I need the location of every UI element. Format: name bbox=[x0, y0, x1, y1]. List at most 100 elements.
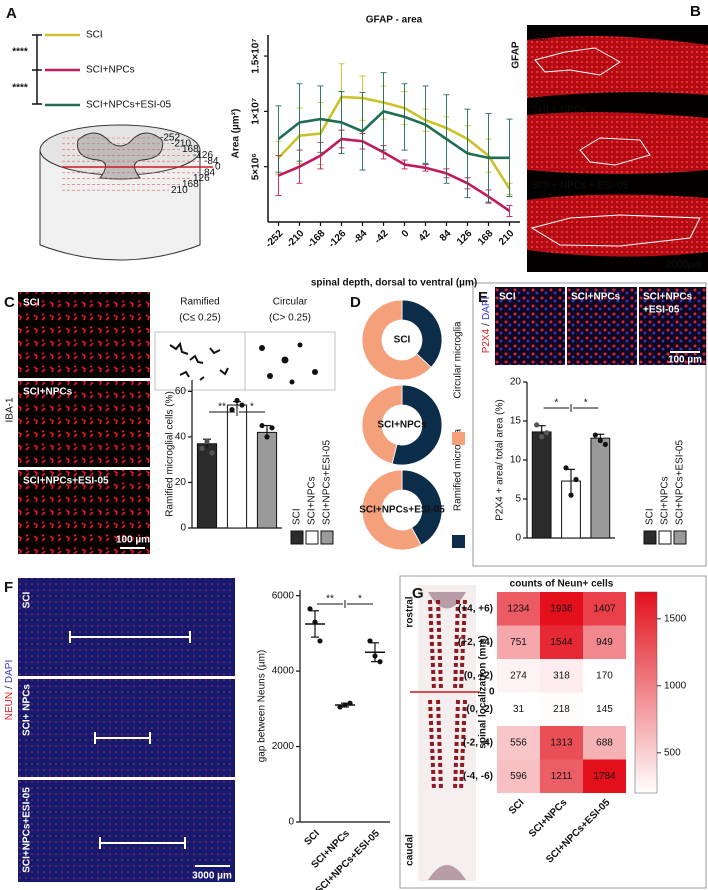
depth-label: -84 bbox=[204, 156, 219, 167]
donut-label: SCI bbox=[394, 335, 411, 346]
colorbar-label: 1500 bbox=[664, 613, 687, 624]
group-label: SCI bbox=[22, 591, 33, 608]
stain-part: DAPI bbox=[481, 297, 492, 320]
y-tick-label: 1×10⁷ bbox=[251, 98, 262, 125]
data-point bbox=[234, 397, 240, 404]
y-tick-label: 2000 bbox=[272, 741, 295, 752]
data-point bbox=[563, 465, 569, 471]
row-label: (+2, +4) bbox=[458, 637, 493, 648]
panel-label: B bbox=[690, 3, 701, 20]
significance: * bbox=[554, 398, 558, 409]
significance: **** bbox=[12, 47, 28, 58]
end-label: caudal bbox=[405, 834, 416, 866]
legend-swatch bbox=[673, 530, 687, 545]
depth-label: 168 bbox=[182, 179, 199, 190]
data-point bbox=[592, 432, 598, 438]
stain-label: P2X4 / DAPI bbox=[481, 297, 492, 354]
x-tick-label: SCI bbox=[302, 828, 322, 848]
spinal-schematic bbox=[410, 585, 480, 881]
heatmap-cell bbox=[540, 692, 583, 726]
data-point bbox=[199, 445, 205, 451]
row-label: (+4, +6) bbox=[458, 603, 493, 614]
donut-segment bbox=[361, 469, 422, 551]
legend-label: Ramified microglia bbox=[453, 428, 464, 511]
micrograph bbox=[18, 578, 235, 676]
donut-label: SCI+NPCs bbox=[377, 420, 427, 431]
scale-label: 3000 µm bbox=[192, 871, 232, 882]
y-tick-label: 20 bbox=[175, 477, 187, 488]
heatmap-cell bbox=[583, 592, 626, 626]
line bbox=[277, 137, 511, 213]
legend-label: SCI+NPCs bbox=[660, 476, 671, 525]
stain-part: DAPI bbox=[4, 660, 15, 683]
heatmap-cell bbox=[497, 726, 540, 760]
heatmap-cell bbox=[583, 692, 626, 726]
group-label: SCI+NPCs+ESI-05 bbox=[23, 476, 109, 487]
column-label: SCI bbox=[507, 797, 527, 817]
cell-label: 1407 bbox=[593, 603, 616, 614]
y-axis-label: gap between Neuns (µm) bbox=[257, 650, 268, 763]
bar bbox=[196, 443, 218, 529]
x-tick-label: -210 bbox=[285, 228, 307, 250]
x-tick-label: 126 bbox=[455, 228, 475, 248]
cell-label: 596 bbox=[510, 771, 527, 782]
line bbox=[277, 109, 510, 160]
cell-label: 218 bbox=[553, 704, 570, 715]
legend-label: SCI bbox=[292, 508, 303, 525]
y-tick-label: 10 bbox=[510, 455, 522, 466]
y-tick-label: 4000 bbox=[272, 666, 295, 677]
depth-label: -126 bbox=[193, 150, 213, 161]
y-axis-label: Area (µm²) bbox=[231, 109, 242, 159]
heatmap-cell bbox=[497, 659, 540, 693]
heatmap-cell bbox=[497, 592, 540, 626]
shape-label: Ramified bbox=[180, 297, 219, 308]
zero-label: 0 bbox=[489, 687, 495, 698]
panel-label: G bbox=[412, 585, 424, 602]
colorbar bbox=[634, 591, 658, 794]
stain-part: P2X4 bbox=[481, 328, 492, 353]
heatmap-cell bbox=[497, 625, 540, 659]
row-label: (0, +2) bbox=[464, 670, 493, 681]
data-point bbox=[377, 659, 383, 665]
data-point bbox=[367, 638, 373, 644]
heatmap-cell bbox=[583, 759, 626, 793]
x-axis-label: spinal depth, dorsal to ventral (µm) bbox=[311, 278, 477, 289]
group-label: SCI bbox=[532, 33, 549, 44]
x-tick-label: -126 bbox=[327, 228, 349, 250]
group-label: SCI+NPCs bbox=[571, 292, 621, 303]
legend-label: SCI bbox=[86, 30, 103, 41]
heatmap-cell bbox=[540, 659, 583, 693]
data-point bbox=[539, 434, 545, 440]
panel-label: D bbox=[350, 294, 361, 311]
cell-label: 1544 bbox=[550, 637, 573, 648]
colorbar-label: 500 bbox=[664, 747, 681, 758]
micrograph bbox=[495, 287, 565, 365]
legend-swatch bbox=[452, 535, 465, 548]
significance: ** bbox=[326, 594, 334, 605]
panel-border bbox=[399, 575, 707, 889]
donut-segment bbox=[391, 384, 443, 466]
heatmap-cell bbox=[540, 592, 583, 626]
data-point bbox=[372, 653, 378, 659]
data-point bbox=[259, 422, 265, 429]
y-tick-label: 20 bbox=[510, 377, 522, 388]
scale-label: 100 µm bbox=[668, 355, 702, 366]
scale-label: 100 µm bbox=[116, 535, 150, 546]
x-tick-label: -84 bbox=[351, 228, 369, 246]
y-tick-label: 15 bbox=[510, 416, 522, 427]
lesion-outline bbox=[530, 47, 701, 247]
column-label: SCI+NPCs bbox=[527, 797, 570, 840]
cell-label: 318 bbox=[553, 670, 570, 681]
data-point bbox=[544, 430, 550, 436]
x-tick-label: -252 bbox=[264, 228, 286, 250]
legend-label: Circular microglia bbox=[453, 321, 464, 399]
data-point bbox=[342, 702, 348, 708]
stain-label: GFAP bbox=[511, 41, 522, 69]
data-point bbox=[317, 638, 323, 644]
stain-part: NEUN bbox=[4, 692, 15, 720]
legend-swatch bbox=[290, 530, 304, 545]
group-label: SCI+NPCs bbox=[643, 292, 693, 303]
data-point bbox=[597, 437, 603, 444]
panel-label: C bbox=[4, 294, 15, 311]
